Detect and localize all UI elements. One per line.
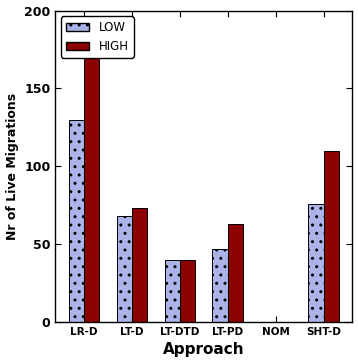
Bar bbox=[180, 260, 195, 322]
Bar bbox=[165, 260, 180, 322]
X-axis label: Approach: Approach bbox=[163, 342, 245, 358]
Bar bbox=[69, 119, 84, 322]
Bar bbox=[132, 208, 147, 322]
Bar bbox=[84, 26, 100, 322]
Bar bbox=[308, 204, 324, 322]
Legend: LOW, HIGH: LOW, HIGH bbox=[61, 16, 134, 58]
Y-axis label: Nr of Live Migrations: Nr of Live Migrations bbox=[6, 93, 19, 240]
Bar bbox=[212, 249, 228, 322]
Bar bbox=[324, 151, 339, 322]
Bar bbox=[117, 216, 132, 322]
Bar bbox=[228, 224, 243, 322]
